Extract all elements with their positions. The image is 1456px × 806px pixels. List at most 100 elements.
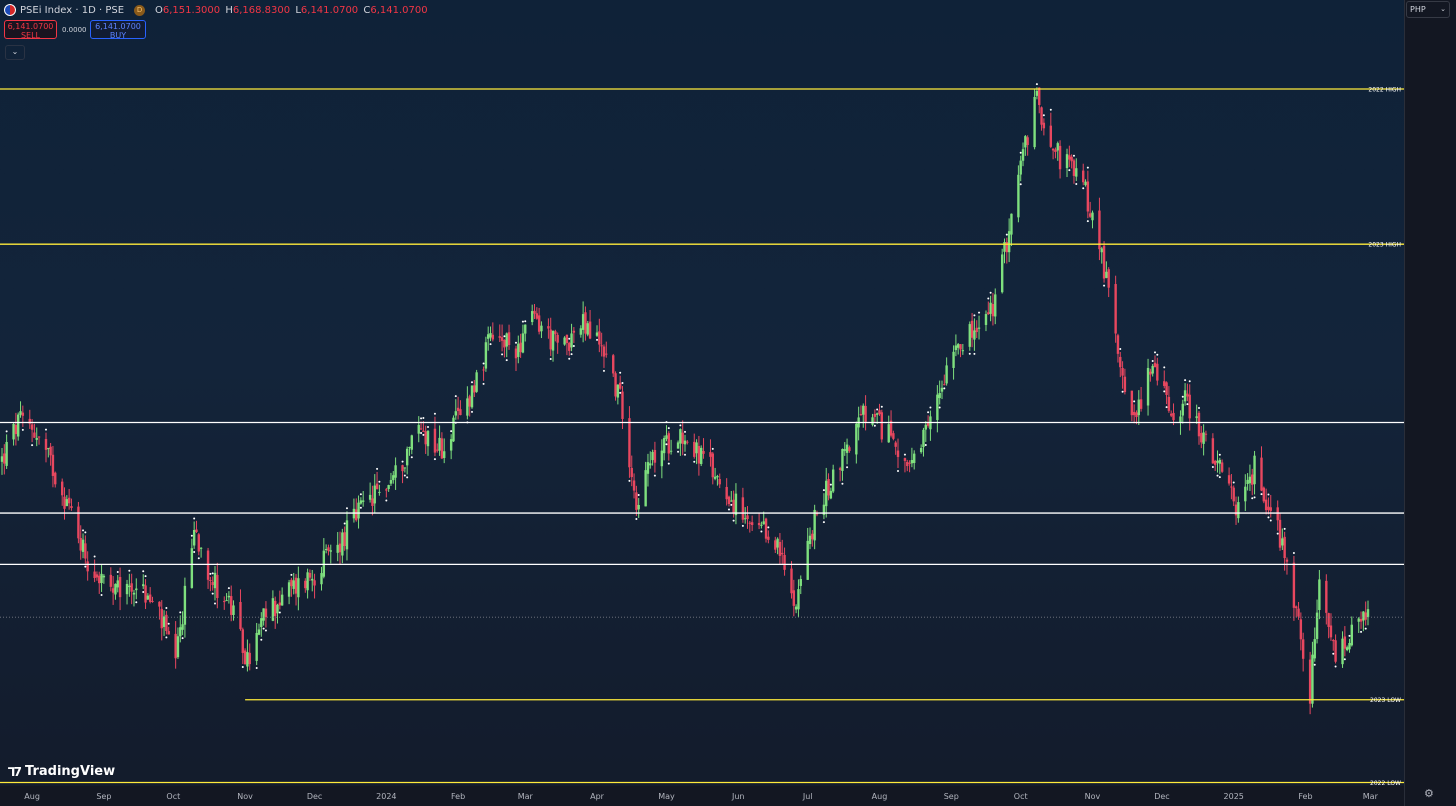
- low-marker: [628, 479, 631, 482]
- candle-body-up: [924, 424, 927, 430]
- candle-body-down: [1260, 457, 1263, 491]
- candle-body-down: [1051, 148, 1055, 151]
- high-marker: [711, 447, 714, 450]
- candle-body-up: [260, 618, 263, 628]
- candle-body-up: [797, 589, 800, 610]
- candle-body-down: [98, 575, 101, 584]
- low-marker: [1267, 516, 1270, 519]
- candle-body-down: [1276, 507, 1279, 521]
- candle-body-up: [125, 583, 129, 595]
- candle-body-up: [287, 582, 291, 597]
- high-marker: [1119, 347, 1122, 350]
- candle-body-up: [517, 343, 520, 357]
- high-marker: [422, 417, 425, 420]
- candle-body-down: [503, 339, 506, 348]
- candle-body-up: [1183, 390, 1187, 402]
- high-marker: [209, 572, 212, 575]
- candle-body-down: [1359, 618, 1363, 622]
- low-marker: [278, 611, 281, 614]
- candle-body-down: [1167, 396, 1171, 411]
- low-marker: [1251, 497, 1254, 500]
- sell-button[interactable]: 6,141.0700 SELL: [4, 20, 57, 40]
- candle-body-up: [1056, 143, 1059, 151]
- data-badge[interactable]: D: [134, 4, 146, 16]
- candle-body-down: [1082, 170, 1085, 183]
- low-marker: [1364, 627, 1367, 630]
- high-marker: [637, 494, 640, 497]
- candle-body-down: [878, 410, 881, 415]
- symbol-title[interactable]: PSEi Index · 1D · PSE: [20, 4, 125, 16]
- low-marker: [385, 499, 388, 502]
- candle-body-up: [586, 323, 589, 335]
- low-marker: [420, 432, 423, 435]
- x-tick-label: Nov: [1085, 792, 1101, 801]
- candle-body-down: [547, 326, 550, 329]
- high-marker: [142, 570, 145, 573]
- candle-body-down: [216, 574, 219, 599]
- candle-body-down: [130, 583, 133, 592]
- high-marker: [1267, 493, 1270, 496]
- candle-body-down: [84, 543, 87, 559]
- candle-body-down: [667, 433, 670, 454]
- high-marker: [128, 569, 131, 572]
- candle-body-down: [274, 600, 277, 617]
- candle-body-down: [1042, 122, 1046, 129]
- candle-body-up: [855, 423, 858, 455]
- candle-body-down: [491, 334, 495, 340]
- candle-body-down: [459, 409, 462, 416]
- candle-body-down: [264, 608, 268, 618]
- low-marker: [1216, 474, 1219, 477]
- candle-body-down: [741, 497, 745, 520]
- low-marker: [968, 352, 971, 355]
- candle-body-down: [79, 537, 82, 551]
- low-marker: [1068, 169, 1071, 172]
- low-marker: [1343, 658, 1346, 661]
- candle-body-down: [1325, 580, 1328, 613]
- low-marker: [501, 353, 504, 356]
- settings-icon[interactable]: ⚙: [1424, 787, 1434, 800]
- high-marker: [401, 460, 404, 463]
- high-marker: [1283, 527, 1286, 530]
- price-axis-panel[interactable]: [1404, 0, 1456, 806]
- high-marker: [1197, 406, 1200, 409]
- low-marker: [873, 424, 876, 427]
- chevron-down-icon: ⌄: [1440, 5, 1446, 13]
- candle-body-up: [135, 588, 138, 591]
- candle-body-down: [51, 454, 55, 476]
- candle-body-down: [702, 450, 705, 454]
- candle-body-up: [961, 350, 965, 352]
- candle-body-up: [616, 384, 620, 398]
- buy-button[interactable]: 6,141.0700 BUY: [90, 20, 146, 40]
- high-marker: [514, 341, 517, 344]
- candle-body-up: [1007, 231, 1011, 253]
- candle-body-down: [533, 310, 536, 314]
- candle-body-up: [389, 480, 393, 484]
- candle-body-down: [1327, 613, 1330, 627]
- level-label: 2022 HIGH: [1368, 87, 1401, 94]
- candle-body-down: [1102, 245, 1106, 279]
- candle-body-down: [783, 554, 786, 570]
- candle-body-up: [470, 385, 474, 408]
- high-marker: [1188, 380, 1191, 383]
- candle-body-down: [1332, 640, 1335, 642]
- candle-body-down: [158, 601, 161, 607]
- candle-body-down: [584, 312, 587, 334]
- candle-body-up: [262, 608, 265, 621]
- currency-select[interactable]: PHP ⌄: [1406, 1, 1450, 18]
- candle-body-down: [790, 568, 793, 594]
- candle-body-up: [910, 460, 914, 464]
- candle-body-down: [588, 321, 592, 339]
- candle-body-down: [111, 588, 115, 593]
- tradingview-logo[interactable]: ⅂7 TradingView: [8, 764, 115, 779]
- chevron-down-icon[interactable]: ⌄: [5, 45, 25, 60]
- high-marker: [359, 493, 362, 496]
- low-marker: [410, 456, 413, 459]
- candle-body-up: [913, 453, 916, 463]
- candle-body-down: [908, 462, 911, 464]
- candle-body-down: [14, 424, 18, 435]
- candle-body-up: [484, 342, 488, 369]
- candle-body-up: [361, 500, 365, 502]
- candle-body-down: [628, 418, 631, 468]
- candle-body-up: [410, 435, 413, 450]
